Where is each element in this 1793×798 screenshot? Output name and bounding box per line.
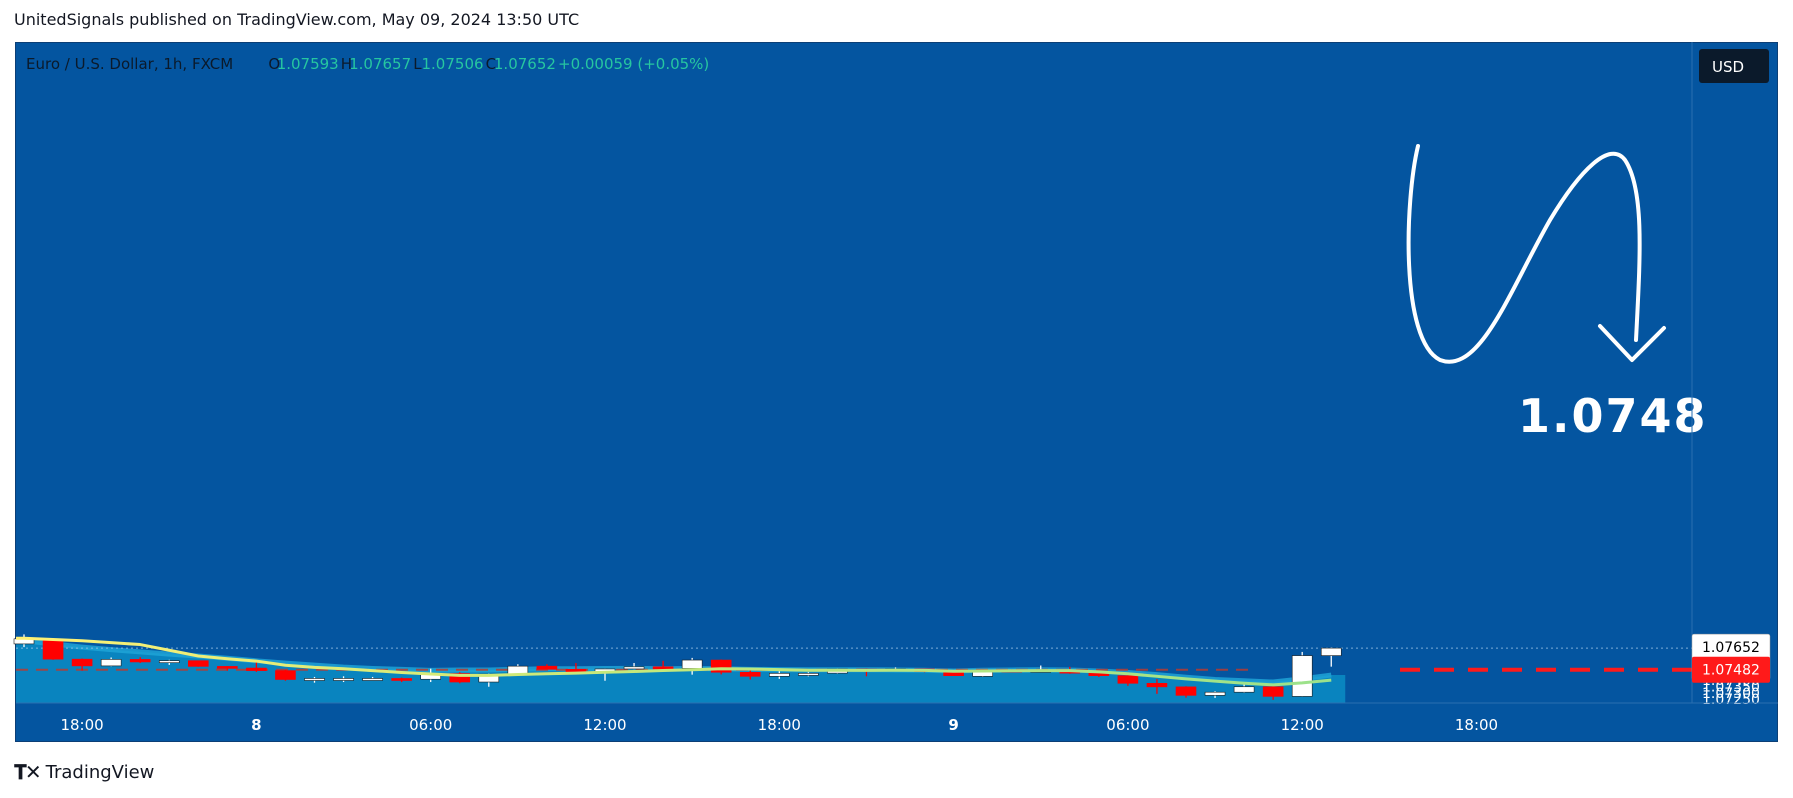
candle xyxy=(1204,691,1226,698)
candle xyxy=(710,659,732,675)
candle xyxy=(158,659,180,665)
level-price-label: 1.07482 xyxy=(1702,663,1760,679)
bullish-candle-body xyxy=(1291,655,1313,697)
legend-low-value: 1.07506 xyxy=(422,55,484,73)
bearish-candle-body xyxy=(1117,675,1139,684)
x-tick-label: 12:00 xyxy=(583,716,626,734)
legend-high-value: 1.07657 xyxy=(349,55,411,73)
x-tick-label: 06:00 xyxy=(1106,716,1149,734)
hand-drawn-path-annotation xyxy=(1406,144,1642,364)
legend-open-label: O xyxy=(268,55,280,73)
candle xyxy=(129,657,151,663)
y-tick-label: 1.07300 xyxy=(1702,686,1760,702)
bearish-candle-body xyxy=(739,671,761,677)
legend-symbol: Euro / U.S. Dollar, 1h, FXCM xyxy=(26,55,233,73)
currency-button[interactable] xyxy=(1699,49,1769,83)
candle xyxy=(739,670,761,680)
bearish-candle-body xyxy=(246,667,267,671)
x-tick-label: 18:00 xyxy=(1455,716,1498,734)
y-tick-label: 1.07350 xyxy=(1702,679,1760,695)
legend-change-value: +0.00059 (+0.05%) xyxy=(558,55,709,73)
candle xyxy=(333,676,354,683)
bullish-candle-body xyxy=(798,673,819,676)
moving-average-band-area xyxy=(16,640,1346,703)
bearish-candle-body xyxy=(275,670,296,680)
candle xyxy=(362,676,383,681)
bullish-candle-body xyxy=(362,678,383,681)
candle xyxy=(391,677,412,683)
candle xyxy=(536,664,558,670)
candle xyxy=(71,658,93,671)
down-arrow-icon xyxy=(1598,324,1666,362)
candle xyxy=(623,662,645,670)
bullish-candle-body xyxy=(100,659,122,667)
bearish-candle-body xyxy=(1175,686,1197,696)
x-tick-label: 18:00 xyxy=(60,716,103,734)
bullish-candle-body xyxy=(158,660,180,663)
legend-close-value: 1.07652 xyxy=(494,55,556,73)
candle xyxy=(1117,674,1139,686)
candle xyxy=(768,671,790,679)
bullish-candle-body xyxy=(623,666,645,670)
bearish-candle-body xyxy=(188,660,209,667)
candle xyxy=(1291,651,1313,697)
level-price-tag xyxy=(1692,656,1770,683)
bearish-candle-body xyxy=(42,638,64,660)
candle xyxy=(188,660,209,667)
bullish-candle-body xyxy=(304,678,325,681)
bullish-candle-body xyxy=(333,678,354,681)
candle xyxy=(1146,679,1168,694)
x-tick-label: 12:00 xyxy=(1281,716,1324,734)
bullish-candle-body xyxy=(1320,647,1342,656)
candle xyxy=(42,638,64,660)
bearish-candle-body xyxy=(1262,686,1284,697)
legend-high-label: H xyxy=(341,55,352,73)
level-annotation-label: 1.0748 xyxy=(1518,389,1708,443)
bullish-candle-body xyxy=(1204,691,1226,696)
candle xyxy=(1320,647,1342,667)
candle xyxy=(1175,686,1197,698)
last-price-label: 1.07652 xyxy=(1702,640,1760,656)
bearish-candle-body xyxy=(217,666,238,669)
candle xyxy=(275,669,296,681)
y-tick-label: 1.07250 xyxy=(1702,692,1760,708)
brand-name: TradingView xyxy=(45,761,155,783)
candle xyxy=(798,672,819,677)
legend-low-label: L xyxy=(413,55,422,73)
candle xyxy=(217,666,238,671)
bearish-candle-body xyxy=(536,665,558,670)
bearish-candle-body xyxy=(71,658,93,667)
x-tick-label: 8 xyxy=(251,716,261,734)
bullish-candle-body xyxy=(768,673,790,677)
candle xyxy=(100,657,122,667)
bearish-candle-body xyxy=(391,678,412,681)
candle xyxy=(246,661,267,672)
bullish-candle-body xyxy=(1233,686,1255,693)
x-tick-label: 06:00 xyxy=(409,716,452,734)
publisher-header: UnitedSignals published on TradingView.c… xyxy=(14,10,580,29)
chart-frame xyxy=(15,42,1778,742)
bearish-candle-body xyxy=(129,659,151,663)
bullish-candle-body xyxy=(681,659,703,669)
currency-button-label: USD xyxy=(1712,58,1744,76)
legend-open-value: 1.07593 xyxy=(277,55,339,73)
x-tick-label: 18:00 xyxy=(758,716,801,734)
tradingview-logo-icon: 𝐓✕ xyxy=(14,760,42,784)
bearish-candle-body xyxy=(449,673,471,683)
fast-moving-average-line xyxy=(16,636,1332,687)
x-tick-label: 9 xyxy=(948,716,958,734)
legend-close-label: C xyxy=(486,55,496,73)
tradingview-footer: 𝐓✕ TradingView xyxy=(14,760,154,784)
bearish-candle-body xyxy=(652,666,674,670)
bearish-candle-body xyxy=(1146,683,1168,688)
candle xyxy=(304,676,325,683)
candle xyxy=(1262,684,1284,700)
